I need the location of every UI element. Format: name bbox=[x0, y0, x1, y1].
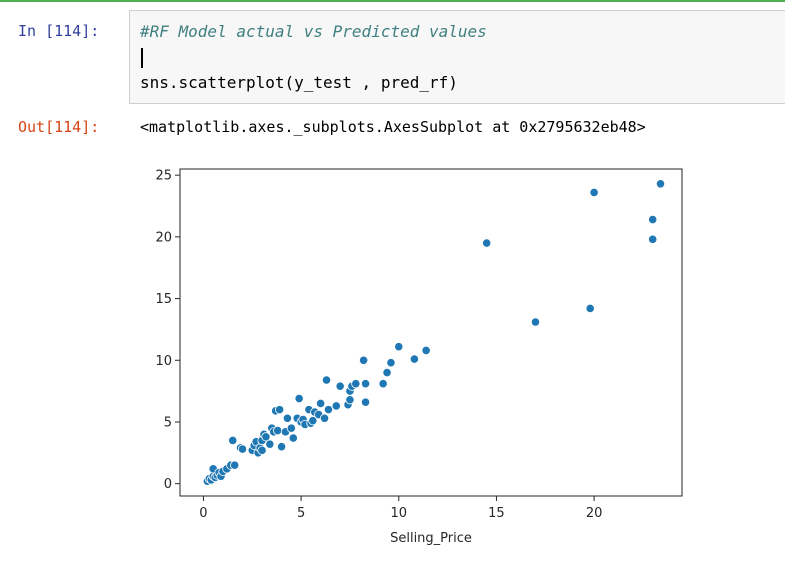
code-line: sns.scatterplot(y_test , pred_rf) bbox=[140, 73, 458, 92]
scatter-point bbox=[331, 401, 341, 411]
x-tick-label: 5 bbox=[297, 506, 305, 521]
scatter-point bbox=[230, 460, 240, 470]
scatter-point bbox=[308, 416, 318, 426]
scatter-point bbox=[319, 413, 330, 423]
scatter-point bbox=[316, 398, 326, 409]
scatter-points bbox=[202, 179, 666, 486]
scatter-point bbox=[351, 379, 361, 389]
output-prompt: Out[114]: bbox=[18, 118, 100, 136]
y-tick-label: 0 bbox=[164, 477, 172, 492]
scatter-point bbox=[585, 303, 595, 314]
y-tick-label: 15 bbox=[155, 292, 172, 307]
scatter-point bbox=[394, 342, 404, 352]
text-cursor bbox=[141, 48, 143, 68]
scatter-point bbox=[228, 435, 238, 446]
scatter-point bbox=[386, 358, 396, 368]
scatter-point bbox=[294, 393, 304, 404]
x-tick-label: 0 bbox=[199, 506, 207, 521]
scatter-point bbox=[261, 432, 271, 442]
scatter-point bbox=[257, 445, 267, 455]
scatter-point bbox=[288, 433, 298, 443]
scatter-point bbox=[421, 345, 431, 355]
scatter-point bbox=[265, 439, 275, 449]
scatter-point bbox=[360, 397, 371, 407]
y-tick-label: 10 bbox=[155, 354, 172, 369]
scatter-point bbox=[276, 442, 287, 452]
scatter-point bbox=[237, 444, 248, 454]
y-tick-label: 5 bbox=[164, 415, 172, 430]
scatter-point bbox=[589, 187, 599, 198]
cell-selection-border bbox=[0, 0, 785, 2]
x-tick-label: 10 bbox=[390, 506, 407, 521]
code-comment-line: #RF Model actual vs Predicted values bbox=[140, 22, 487, 41]
x-tick-label: 15 bbox=[488, 506, 505, 521]
x-tick-label: 20 bbox=[586, 506, 603, 521]
scatter-point bbox=[323, 405, 334, 415]
scatter-point bbox=[530, 317, 541, 327]
scatter-point bbox=[648, 234, 658, 244]
output-repr-text: <matplotlib.axes._subplots.AxesSubplot a… bbox=[140, 118, 646, 136]
scatter-point bbox=[409, 354, 419, 364]
scatter-point bbox=[275, 405, 285, 415]
scatter-point bbox=[655, 179, 666, 189]
x-axis-ticks: 0 5 10 15 20 bbox=[199, 496, 602, 521]
x-axis-label: Selling_Price bbox=[390, 531, 472, 546]
scatter-point bbox=[286, 423, 296, 433]
code-input-area[interactable]: #RF Model actual vs Predicted values sns… bbox=[129, 10, 785, 104]
input-prompt: In [114]: bbox=[18, 22, 100, 40]
scatter-point bbox=[359, 355, 369, 365]
scatter-point bbox=[345, 395, 355, 405]
scatter-point bbox=[335, 381, 345, 391]
y-axis-ticks: 0 5 10 15 20 25 bbox=[155, 169, 180, 492]
scatter-point bbox=[273, 425, 283, 436]
scatter-point bbox=[360, 379, 371, 389]
scatter-point bbox=[382, 368, 392, 378]
y-tick-label: 20 bbox=[155, 230, 172, 245]
scatter-point bbox=[648, 214, 658, 225]
y-tick-label: 25 bbox=[155, 169, 172, 184]
scatter-point bbox=[321, 375, 332, 385]
scatter-point bbox=[282, 413, 293, 423]
scatter-point bbox=[378, 379, 388, 389]
scatter-point bbox=[482, 238, 492, 248]
